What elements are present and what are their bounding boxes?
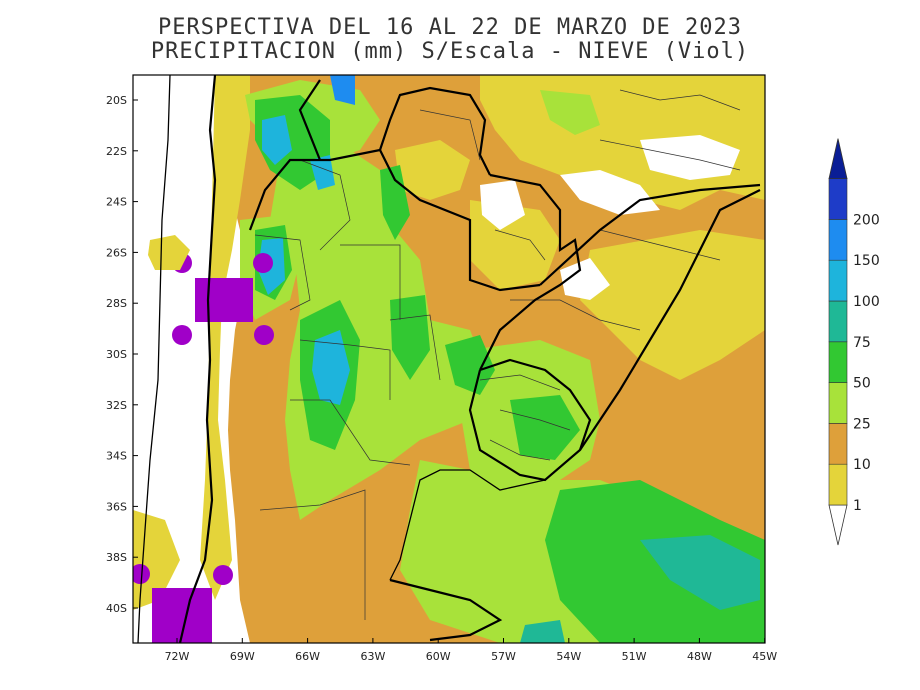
lat-tick-label: 34S [106, 450, 127, 463]
snow-area-8 [213, 565, 233, 585]
lon-tick-label: 72W [165, 650, 190, 663]
province-borders [254, 89, 741, 620]
precip-north2-100-150 [310, 155, 335, 190]
lat-tick-label: 28S [106, 297, 127, 310]
legend-lower-arrow [828, 504, 848, 546]
snow-area-5 [254, 325, 274, 345]
precip-pacific-blob [148, 235, 190, 270]
legend-label: 100 [853, 294, 880, 310]
longitude-axis: 72W 69W 66W 63W 60W 57W 54W 51W 48W 45W [165, 638, 777, 663]
precip-patch-25-50 [540, 90, 600, 135]
lat-tick-label: 36S [106, 500, 127, 513]
map-panel [133, 75, 765, 643]
lat-tick-label: 24S [106, 196, 127, 209]
lat-tick-label: 40S [106, 602, 127, 615]
lon-tick-label: 57W [491, 650, 516, 663]
color-scale-legend: 1 10 25 50 75 100 150 200 [828, 138, 880, 546]
legend-swatch [828, 259, 848, 302]
no-rain-patch-4 [560, 258, 610, 300]
legend-swatch [828, 423, 848, 465]
no-rain-patch-3 [480, 180, 525, 230]
latitude-axis: 20S 22S 24S 26S 28S 30S 32S 34S 36S 38S 40S [106, 94, 138, 615]
precip-north-150-200 [330, 75, 355, 105]
lat-tick-label: 26S [106, 246, 127, 259]
snow-area-1 [195, 278, 253, 322]
precip-north-100-150 [262, 115, 292, 165]
no-rain-patch-1 [640, 135, 740, 180]
legend-label: 25 [853, 416, 871, 432]
lon-tick-label: 66W [295, 650, 320, 663]
lat-tick-label: 32S [106, 399, 127, 412]
legend-swatch [828, 300, 848, 343]
precip-uruguay-50-75 [510, 395, 580, 460]
legend-swatch [828, 463, 848, 506]
country-borders [178, 75, 761, 643]
legend-label: 10 [853, 457, 871, 473]
lat-tick-label: 38S [106, 551, 127, 564]
legend-label: 200 [853, 212, 880, 228]
precip-atlantic-75-100 [640, 535, 760, 610]
lon-tick-label: 63W [360, 650, 385, 663]
lat-tick-label: 30S [106, 348, 127, 361]
lat-tick-label: 20S [106, 94, 127, 107]
map-frame [132, 74, 766, 644]
legend-swatch [828, 178, 848, 220]
lon-tick-label: 51W [622, 650, 647, 663]
precip-central-100-150 [312, 330, 350, 405]
map-title-line1: PERSPECTIVA DEL 16 AL 22 DE MARZO DE 202… [157, 15, 743, 40]
precip-chaco-1-10 [395, 140, 470, 200]
legend-label: 75 [853, 335, 871, 351]
legend-swatch [828, 341, 848, 383]
lon-tick-label: 45W [752, 650, 777, 663]
lon-tick-label: 48W [687, 650, 712, 663]
snow-area-3 [253, 253, 273, 273]
legend-swatch [828, 219, 848, 261]
legend-label: 1 [853, 498, 862, 514]
precip-strip-50-75 [380, 165, 410, 240]
coastline [137, 75, 546, 643]
snow-area-4 [172, 325, 192, 345]
map-title-line2: PRECIPITACION (mm) S/Escala - NIEVE (Vio… [150, 39, 750, 64]
legend-label: 150 [853, 253, 880, 269]
legend-swatch [828, 382, 848, 424]
precip-south-75-100 [520, 620, 565, 643]
lon-tick-label: 69W [230, 650, 255, 663]
lat-tick-label: 22S [106, 145, 127, 158]
precip-brazil-south-1-10 [580, 230, 765, 380]
legend-label: 50 [853, 376, 871, 392]
legend-upper-arrow [828, 138, 848, 179]
lon-tick-label: 54W [556, 650, 581, 663]
lon-tick-label: 60W [426, 650, 451, 663]
